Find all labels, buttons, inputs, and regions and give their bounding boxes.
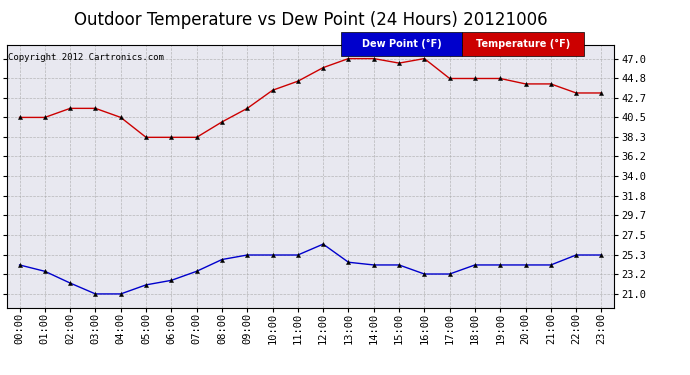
Text: Dew Point (°F): Dew Point (°F) xyxy=(362,39,442,49)
Text: Outdoor Temperature vs Dew Point (24 Hours) 20121006: Outdoor Temperature vs Dew Point (24 Hou… xyxy=(74,11,547,29)
Text: Copyright 2012 Cartronics.com: Copyright 2012 Cartronics.com xyxy=(8,53,164,62)
Text: Temperature (°F): Temperature (°F) xyxy=(476,39,570,49)
FancyBboxPatch shape xyxy=(462,32,584,56)
FancyBboxPatch shape xyxy=(341,32,462,56)
